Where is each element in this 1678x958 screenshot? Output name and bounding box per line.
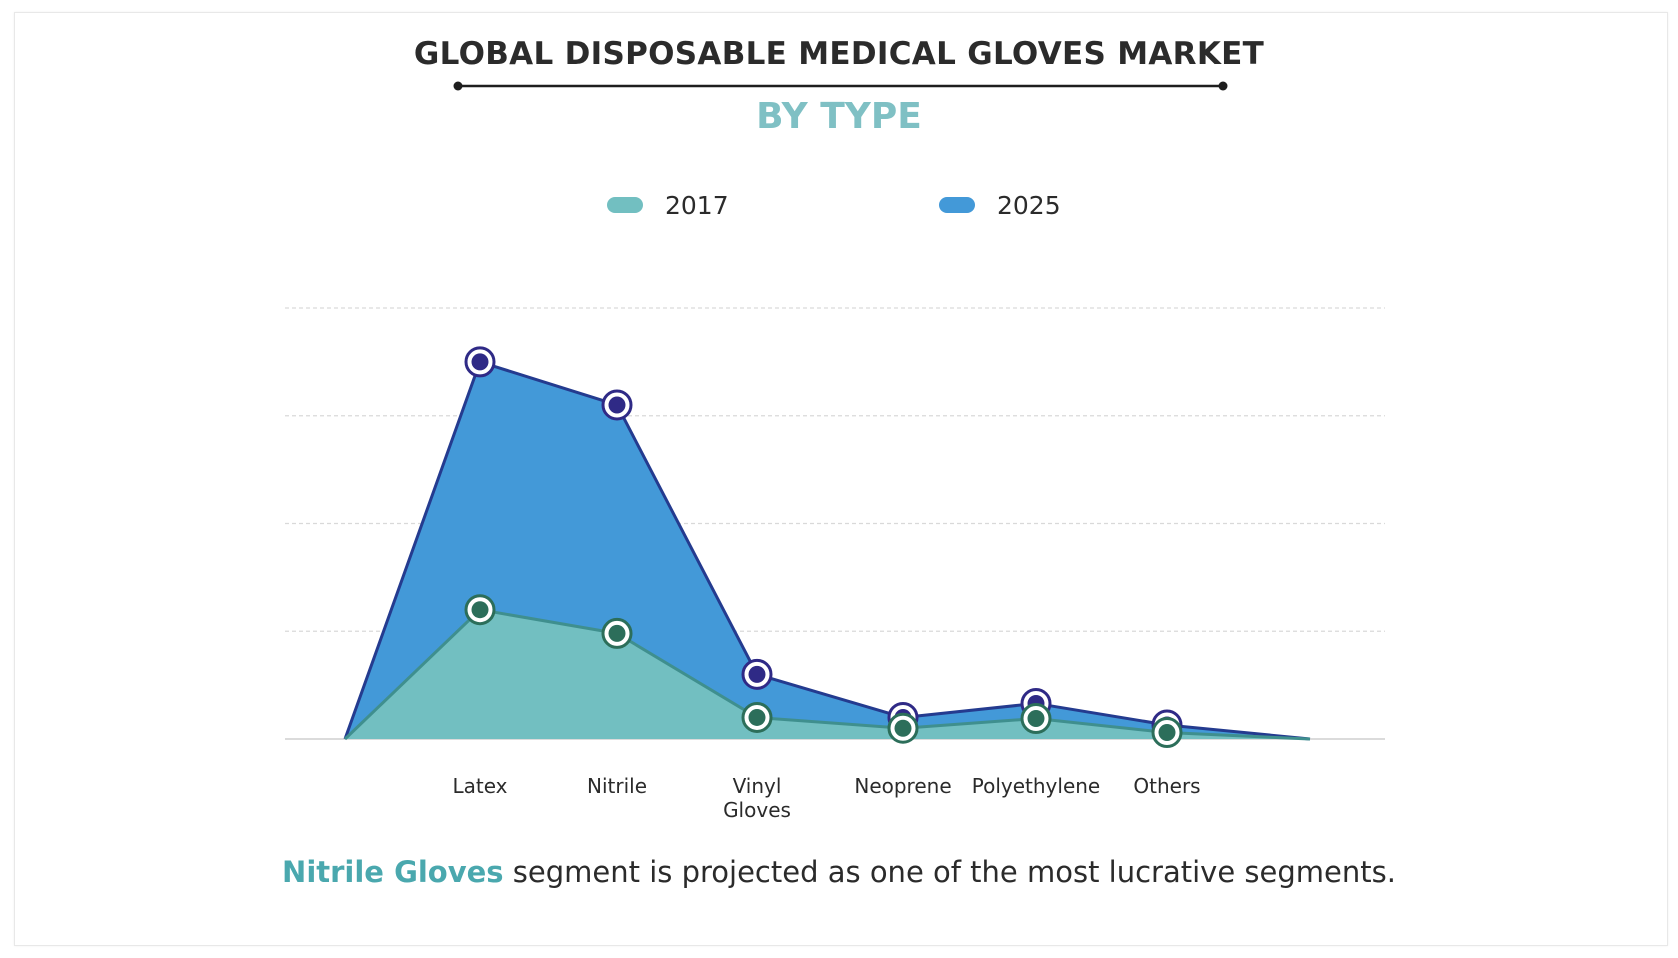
series-line-2017 (343, 608, 1311, 741)
data-point-core (748, 708, 766, 726)
x-tick-label: Neoprene (854, 774, 951, 798)
chart-footnote: Nitrile Gloves segment is projected as o… (0, 855, 1678, 889)
data-point-core (1158, 724, 1176, 742)
chart-subtitle: BY TYPE (756, 96, 922, 137)
chart-title: GLOBAL DISPOSABLE MEDICAL GLOVES MARKET (413, 36, 1265, 72)
legend-swatch-2017 (607, 197, 643, 213)
data-point-core (608, 624, 626, 642)
chart-card (14, 12, 1668, 946)
data-point-core (1027, 710, 1045, 728)
area-2017 (345, 609, 1310, 739)
data-point-core (894, 719, 912, 737)
footnote-text: segment is projected as one of the most … (503, 855, 1396, 889)
series-line-2025 (343, 360, 1311, 741)
x-tick-label: Nitrile (587, 774, 647, 798)
data-point-core (471, 353, 489, 371)
footnote-highlight: Nitrile Gloves (282, 855, 504, 889)
data-point-core (748, 665, 766, 683)
x-tick-label: Others (1133, 774, 1200, 798)
data-point-core (608, 396, 626, 414)
legend-swatch-2025 (939, 197, 975, 213)
legend-label-2017: 2017 (665, 191, 729, 220)
legend-label-2025: 2025 (997, 191, 1061, 220)
data-point-core (471, 601, 489, 619)
x-tick-label: Vinyl Gloves (723, 774, 791, 822)
x-tick-label: Latex (452, 774, 507, 798)
x-tick-label: Polyethylene (972, 774, 1100, 798)
